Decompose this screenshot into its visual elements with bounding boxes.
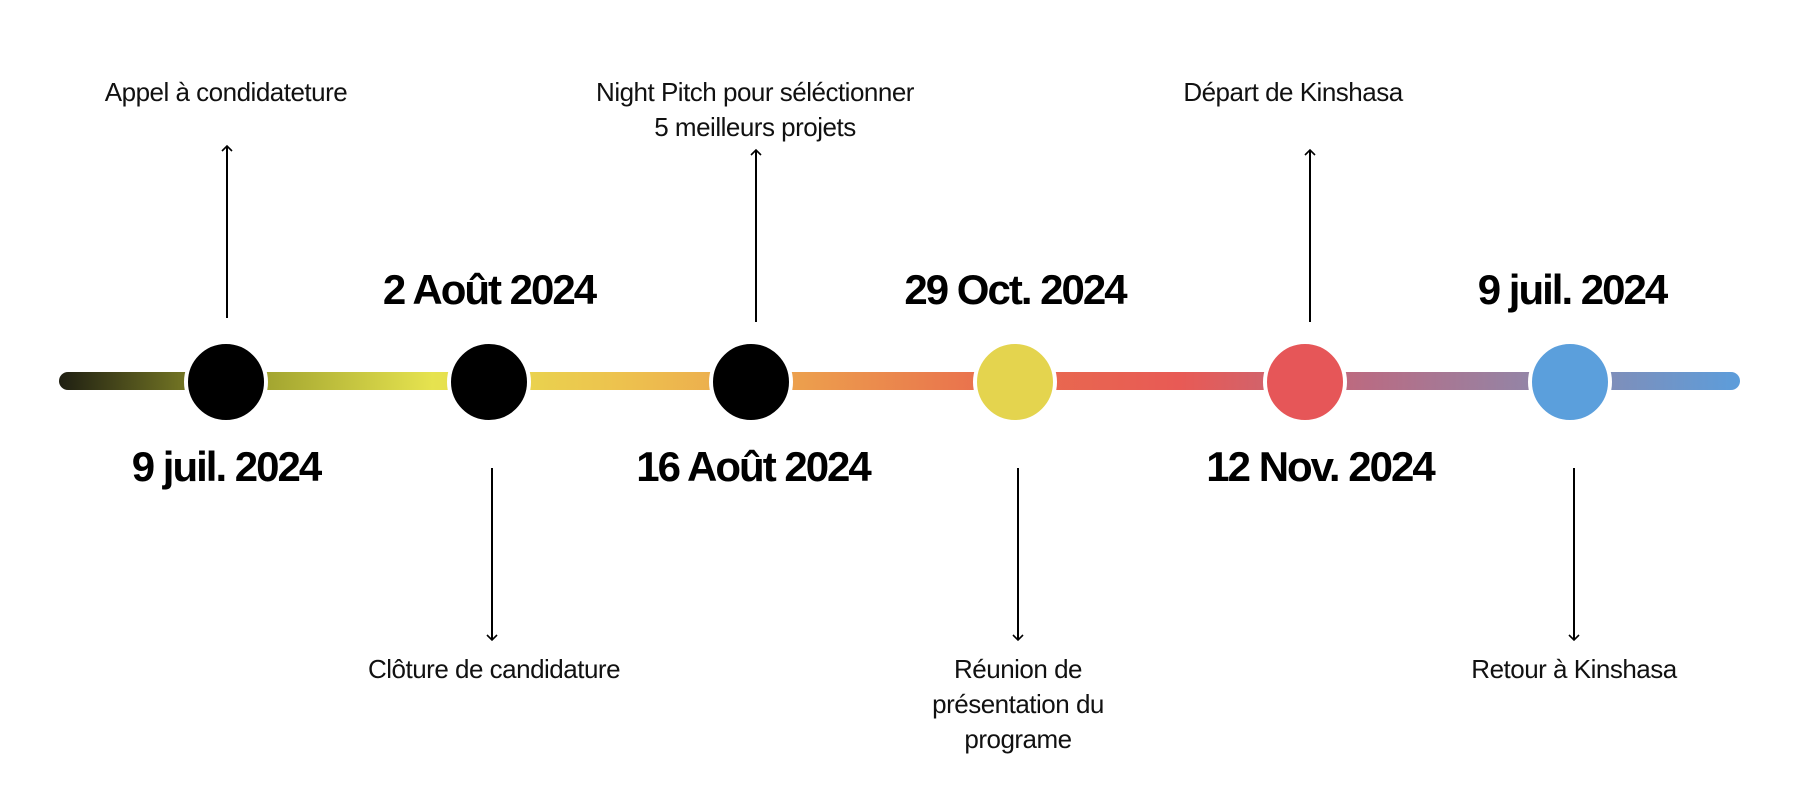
- event-label-line: Retour à Kinshasa: [1471, 654, 1677, 684]
- event-date-2: 2 Août 2024: [382, 266, 597, 313]
- event-label-line: Départ de Kinshasa: [1183, 77, 1403, 107]
- event-date-3: 16 Août 2024: [636, 443, 872, 490]
- event-label-line: Night Pitch pour séléctionner: [596, 77, 914, 107]
- event-label-line: présentation du: [932, 689, 1104, 719]
- timeline-line: [59, 372, 1740, 390]
- timeline-node-3: [709, 340, 793, 424]
- event-label-line: Réunion de: [954, 654, 1082, 684]
- event-label-6: Retour à Kinshasa: [1471, 652, 1677, 687]
- event-label-line: programe: [964, 724, 1072, 754]
- timeline-node-5: [1263, 340, 1347, 424]
- event-date-5: 12 Nov. 2024: [1206, 443, 1435, 490]
- event-label-line: Appel à condidateture: [104, 77, 348, 107]
- timeline-node-4: [973, 340, 1057, 424]
- event-label-5: Départ de Kinshasa: [1183, 75, 1403, 110]
- timeline-node-2: [447, 340, 531, 424]
- event-label-line: 5 meilleurs projets: [654, 112, 856, 142]
- timeline-node-6: [1528, 340, 1612, 424]
- event-label-2: Clôture de candidature: [367, 652, 621, 687]
- event-label-line: Clôture de candidature: [367, 654, 621, 684]
- event-label-4: Réunion de présentation du programe: [932, 652, 1104, 757]
- event-date-6: 9 juil. 2024: [1477, 266, 1668, 313]
- event-label-1: Appel à condidateture: [104, 75, 348, 110]
- event-date-4: 29 Oct. 2024: [904, 266, 1127, 313]
- event-date-1: 9 juil. 2024: [131, 443, 322, 490]
- event-label-3: Night Pitch pour séléctionner 5 meilleur…: [596, 75, 914, 145]
- timeline-node-1: [184, 340, 268, 424]
